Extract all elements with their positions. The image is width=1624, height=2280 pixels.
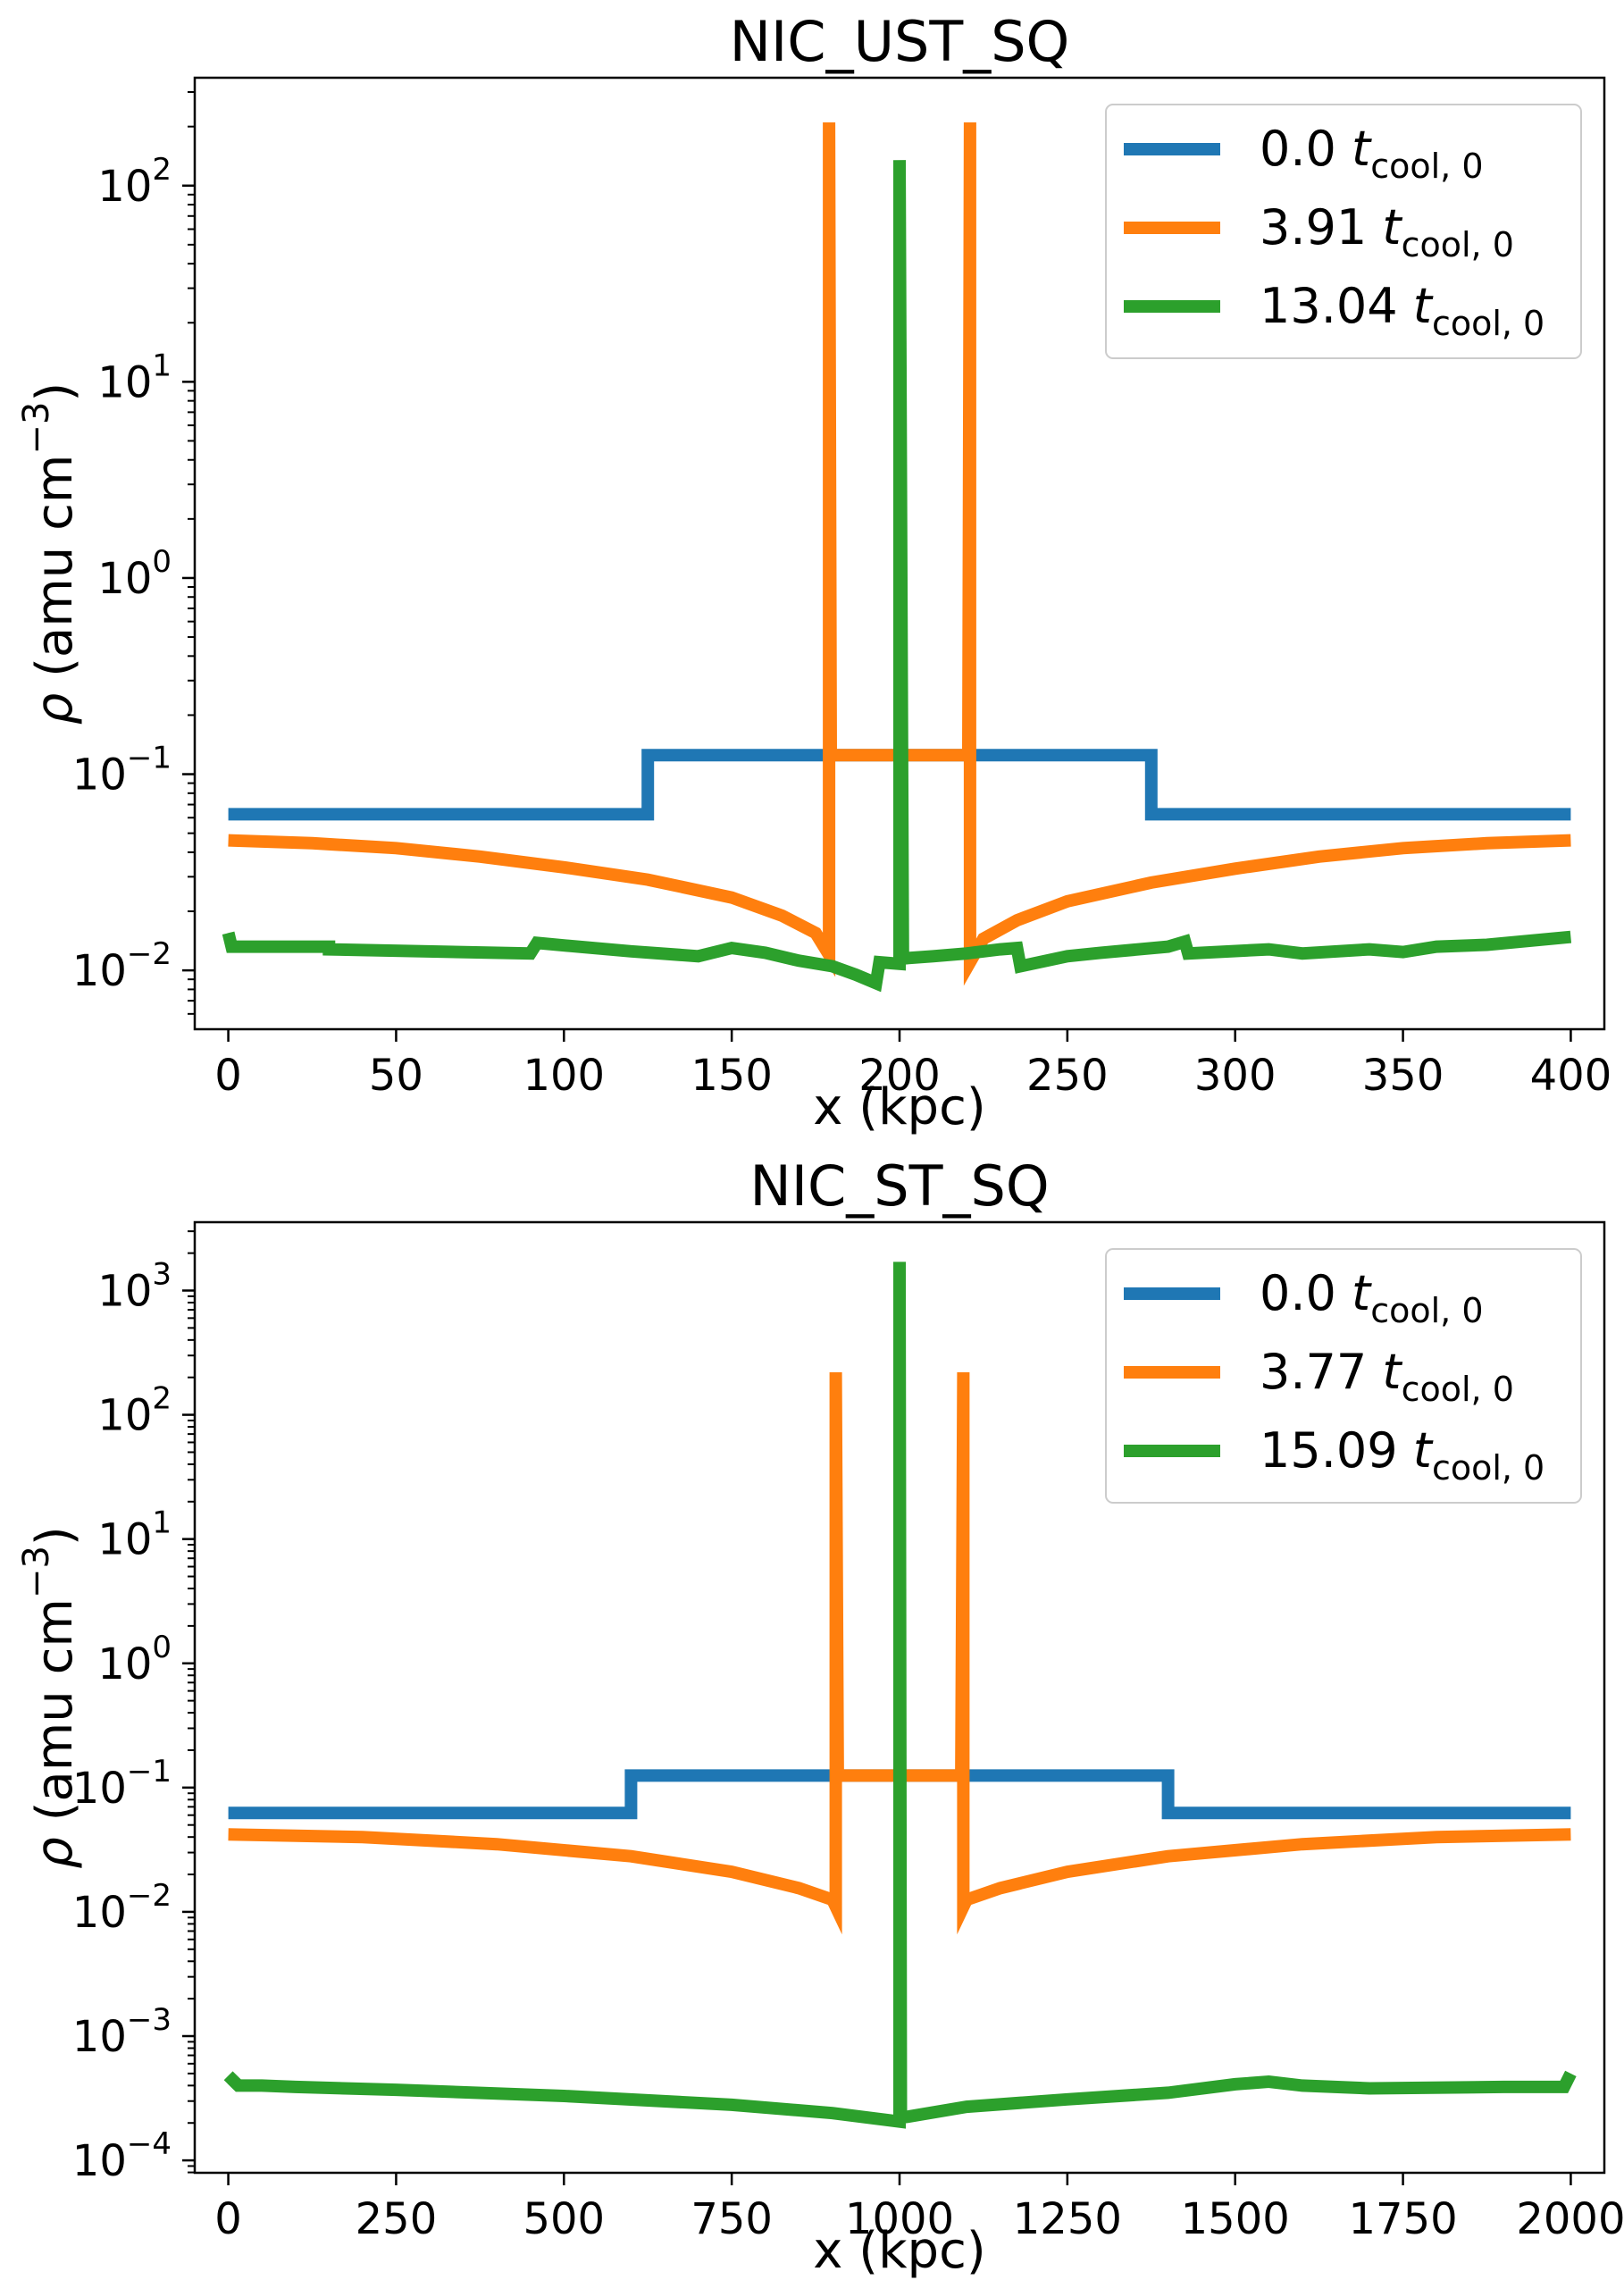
series-group [222, 122, 1572, 993]
y-axis-label: ρ (amu cm−3) [16, 382, 84, 725]
chart-bottom: NIC_ST_SQ 10−4 10−3 10−2 10−1 100 101 102 103 0 25… [16, 1153, 1624, 2280]
y-tick-label: 10−1 [72, 1754, 172, 1814]
y-tick-label: 103 [97, 1256, 172, 1316]
y-tick-label: 101 [97, 348, 172, 407]
y-tick-label: 10−2 [72, 936, 172, 996]
legend-label: 3.77 tcool, 0 [1260, 1344, 1514, 1409]
x-tick-label: 300 [1194, 1051, 1277, 1101]
y-tick-label: 10−3 [72, 2002, 172, 2062]
legend-label: 3.91 tcool, 0 [1260, 199, 1514, 264]
x-tick-label: 100 [523, 1051, 605, 1101]
x-tick-label: 500 [523, 2194, 605, 2244]
x-tick-label: 50 [369, 1051, 423, 1101]
chart-top: NIC_UST_SQ 10−2 10−1 100 101 102 0 50 100 150 200 2… [16, 9, 1611, 1136]
series-group [223, 1262, 1577, 2129]
chart-title: NIC_ST_SQ [749, 1153, 1049, 1219]
legend-box [1105, 1248, 1582, 1504]
series-line-15.09 [223, 1262, 1577, 2129]
x-axis-label: x (kpc) [813, 1078, 985, 1136]
plot-frame [193, 1220, 1606, 2175]
y-tick-label: 100 [97, 544, 172, 604]
x-axis-label: x (kpc) [813, 2222, 985, 2280]
x-tick-label: 0 [214, 2194, 242, 2244]
x-tick-label: 1750 [1348, 2194, 1457, 2244]
y-tick-label: 10−1 [72, 741, 172, 801]
x-tick-label: 1500 [1181, 2194, 1290, 2244]
x-tick-label: 1000 [845, 2194, 954, 2244]
x-tick-label: 250 [1026, 1051, 1109, 1101]
series-line-13.04 [222, 160, 1572, 993]
chart-title: NIC_UST_SQ [730, 9, 1070, 74]
x-tick-label: 200 [858, 1051, 941, 1101]
x-tick-label: 250 [356, 2194, 438, 2244]
y-tick-label: 102 [97, 1381, 172, 1441]
x-tick-label: 400 [1530, 1051, 1612, 1101]
y-axis-label: ρ (amu cm−3) [16, 1526, 84, 1869]
legend-label: 15.09 tcool, 0 [1260, 1422, 1544, 1488]
y-tick-label: 10−2 [72, 1878, 172, 1938]
plot-frame [193, 76, 1606, 1031]
x-tick-label: 150 [691, 1051, 773, 1101]
legend-label: 0.0 tcool, 0 [1260, 1265, 1484, 1330]
x-tick-label: 2000 [1516, 2194, 1624, 2244]
x-tick-label: 750 [691, 2194, 773, 2244]
x-tick-label: 1250 [1013, 2194, 1122, 2244]
legend-label: 0.0 tcool, 0 [1260, 121, 1484, 186]
x-tick-label: 0 [214, 1051, 242, 1101]
y-tick-label: 101 [97, 1505, 172, 1565]
x-tick-label: 350 [1362, 1051, 1444, 1101]
legend-label: 13.04 tcool, 0 [1260, 278, 1544, 343]
y-tick-label: 10−4 [72, 2126, 172, 2186]
y-tick-label: 100 [97, 1630, 172, 1689]
legend-box [1105, 104, 1582, 359]
y-tick-label: 102 [97, 152, 172, 212]
